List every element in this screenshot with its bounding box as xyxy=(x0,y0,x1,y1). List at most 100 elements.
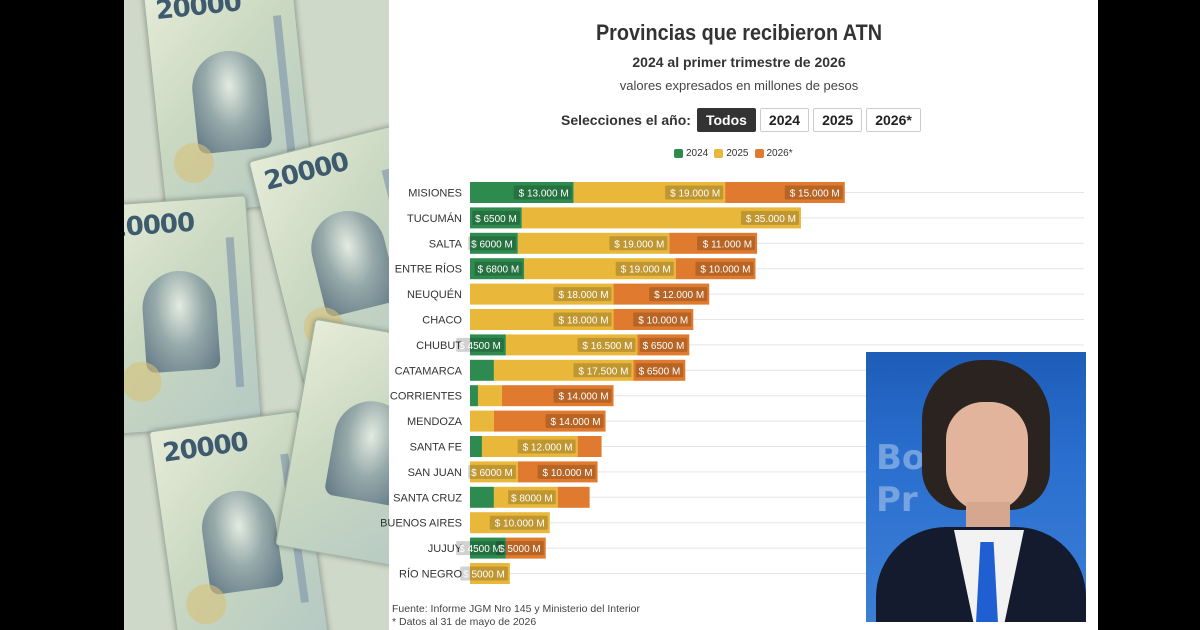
bar-segment[interactable] xyxy=(669,232,758,254)
data-label-bg xyxy=(615,261,674,276)
bar-segment[interactable] xyxy=(637,334,690,356)
bar-segment[interactable] xyxy=(470,309,614,330)
data-label-bg xyxy=(695,261,754,276)
chart-title: Provincias que recibieron ATN xyxy=(595,20,883,45)
year-button-2024[interactable]: 2024 xyxy=(759,107,810,132)
footnote-text: * Datos al 31 de mayo de 2026 xyxy=(392,616,537,628)
data-label: $ 6000 M xyxy=(471,468,513,479)
data-label-bg xyxy=(517,439,576,454)
bar-segment[interactable] xyxy=(470,385,478,407)
bar-segment[interactable] xyxy=(470,461,518,483)
chart-subtitle: 2024 al primer trimestre de 2026 xyxy=(632,54,846,70)
data-label: $ 15.000 M xyxy=(790,189,840,200)
bar-segment[interactable] xyxy=(557,486,590,508)
legend-item-2026[interactable]: 2026* xyxy=(754,148,793,159)
bar-segment[interactable] xyxy=(613,283,710,305)
data-label: $ 16.500 M xyxy=(582,341,632,352)
bar-segment[interactable] xyxy=(517,461,598,483)
bar-segment[interactable] xyxy=(470,207,522,229)
legend-item-2025[interactable]: 2025 xyxy=(714,148,749,159)
bar-segment[interactable] xyxy=(493,359,634,381)
legend-swatch xyxy=(714,149,724,158)
data-label: $ 19.000 M xyxy=(614,239,664,250)
legend-item-2024[interactable]: 2024 xyxy=(674,148,708,159)
bar-segment[interactable] xyxy=(470,436,482,457)
bar-segment[interactable] xyxy=(573,182,726,203)
bar-segment[interactable] xyxy=(675,258,756,280)
data-label: $ 10.000 M xyxy=(543,468,593,479)
bar-segment[interactable] xyxy=(470,182,574,203)
data-label-bg xyxy=(508,490,556,505)
data-label-bg xyxy=(639,337,688,352)
data-label: $ 10.000 M xyxy=(495,519,545,530)
data-label: $ 11.000 M xyxy=(703,239,752,250)
category-label: CATAMARCA xyxy=(395,365,463,377)
bar-segment[interactable] xyxy=(470,486,494,508)
year-button-2026[interactable]: 2026* xyxy=(866,107,921,132)
bar-segment[interactable] xyxy=(501,385,614,407)
data-label-bg xyxy=(496,541,544,556)
bar-segment[interactable] xyxy=(613,309,694,330)
category-label: CHACO xyxy=(422,315,462,327)
banknote: 20000 xyxy=(124,195,262,435)
category-label: ENTRE RÍOS xyxy=(395,263,462,276)
bar-segment[interactable] xyxy=(477,385,502,407)
legend-label: 2026* xyxy=(766,148,793,159)
bar-segment[interactable] xyxy=(470,258,525,280)
data-label-bg xyxy=(633,312,692,327)
banknotes-photo: 20000 20000 20000 20000 xyxy=(124,0,389,630)
data-label-bg xyxy=(456,541,504,556)
category-label: JUJUY xyxy=(428,543,463,555)
bar-segment[interactable] xyxy=(481,436,578,457)
data-label-bg xyxy=(577,337,636,352)
data-label: $ 6000 M xyxy=(471,239,513,250)
data-label: $ 12.000 M xyxy=(654,290,704,301)
infographic: 20000 20000 20000 20000 Provincias que r… xyxy=(124,0,1098,630)
data-label-bg xyxy=(635,363,684,378)
bar-segment[interactable] xyxy=(517,232,670,254)
year-button-2025[interactable]: 2025 xyxy=(813,107,863,132)
bar-segment[interactable] xyxy=(493,486,558,508)
bar-segment[interactable] xyxy=(505,334,638,356)
banknote-denomination: 20000 xyxy=(154,0,243,27)
data-label-bg xyxy=(489,515,548,530)
bar-segment[interactable] xyxy=(577,436,602,457)
source-text: Fuente: Informe JGM Nro 145 y Ministerio… xyxy=(392,603,641,615)
data-label: $ 6500 M xyxy=(475,214,517,225)
category-label: TUCUMÁN xyxy=(407,212,462,225)
bar-segment[interactable] xyxy=(493,410,606,432)
person-photo: Bo Pr xyxy=(866,352,1086,622)
bar-segment[interactable] xyxy=(470,334,506,356)
bar-segment[interactable] xyxy=(524,258,676,280)
bar-segment[interactable] xyxy=(633,359,686,381)
data-label-bg xyxy=(474,261,523,276)
data-label: $ 8000 M xyxy=(511,493,553,504)
data-label: $ 6800 M xyxy=(478,265,520,276)
data-label-bg xyxy=(665,185,724,200)
bar-segment[interactable] xyxy=(725,182,845,203)
legend-label: 2025 xyxy=(726,148,749,159)
bar-segment[interactable] xyxy=(470,512,550,534)
year-selector-label: Selecciones el año: xyxy=(561,111,691,128)
bar-segment[interactable] xyxy=(470,537,506,559)
data-label-bg xyxy=(697,236,756,251)
year-button-todos[interactable]: Todos xyxy=(696,107,756,132)
bar-segment[interactable] xyxy=(470,232,518,254)
data-label-bg xyxy=(573,363,632,378)
bar-segment[interactable] xyxy=(470,563,510,584)
stacked-bar-chart: MISIONES $ 13.000 M $ 19.000 M $ 15.000 M TU… xyxy=(380,182,1084,584)
data-label-bg xyxy=(468,236,516,251)
legend-label: 2024 xyxy=(686,148,709,159)
category-label: MISIONES xyxy=(408,188,462,200)
category-label: NEUQUÉN xyxy=(407,288,462,301)
year-selector: Selecciones el año: Todos 2024 2025 2026… xyxy=(561,107,925,132)
data-label-bg xyxy=(513,185,572,200)
bar-segment[interactable] xyxy=(470,359,494,381)
category-label: CHUBUT xyxy=(416,340,462,352)
bar-segment[interactable] xyxy=(521,207,801,229)
unit-note: valores expresados en millones de pesos xyxy=(619,78,859,93)
bar-segment[interactable] xyxy=(505,537,546,559)
category-label: SANTA CRUZ xyxy=(393,492,462,504)
bar-segment[interactable] xyxy=(470,283,614,305)
bar-segment[interactable] xyxy=(470,410,494,432)
